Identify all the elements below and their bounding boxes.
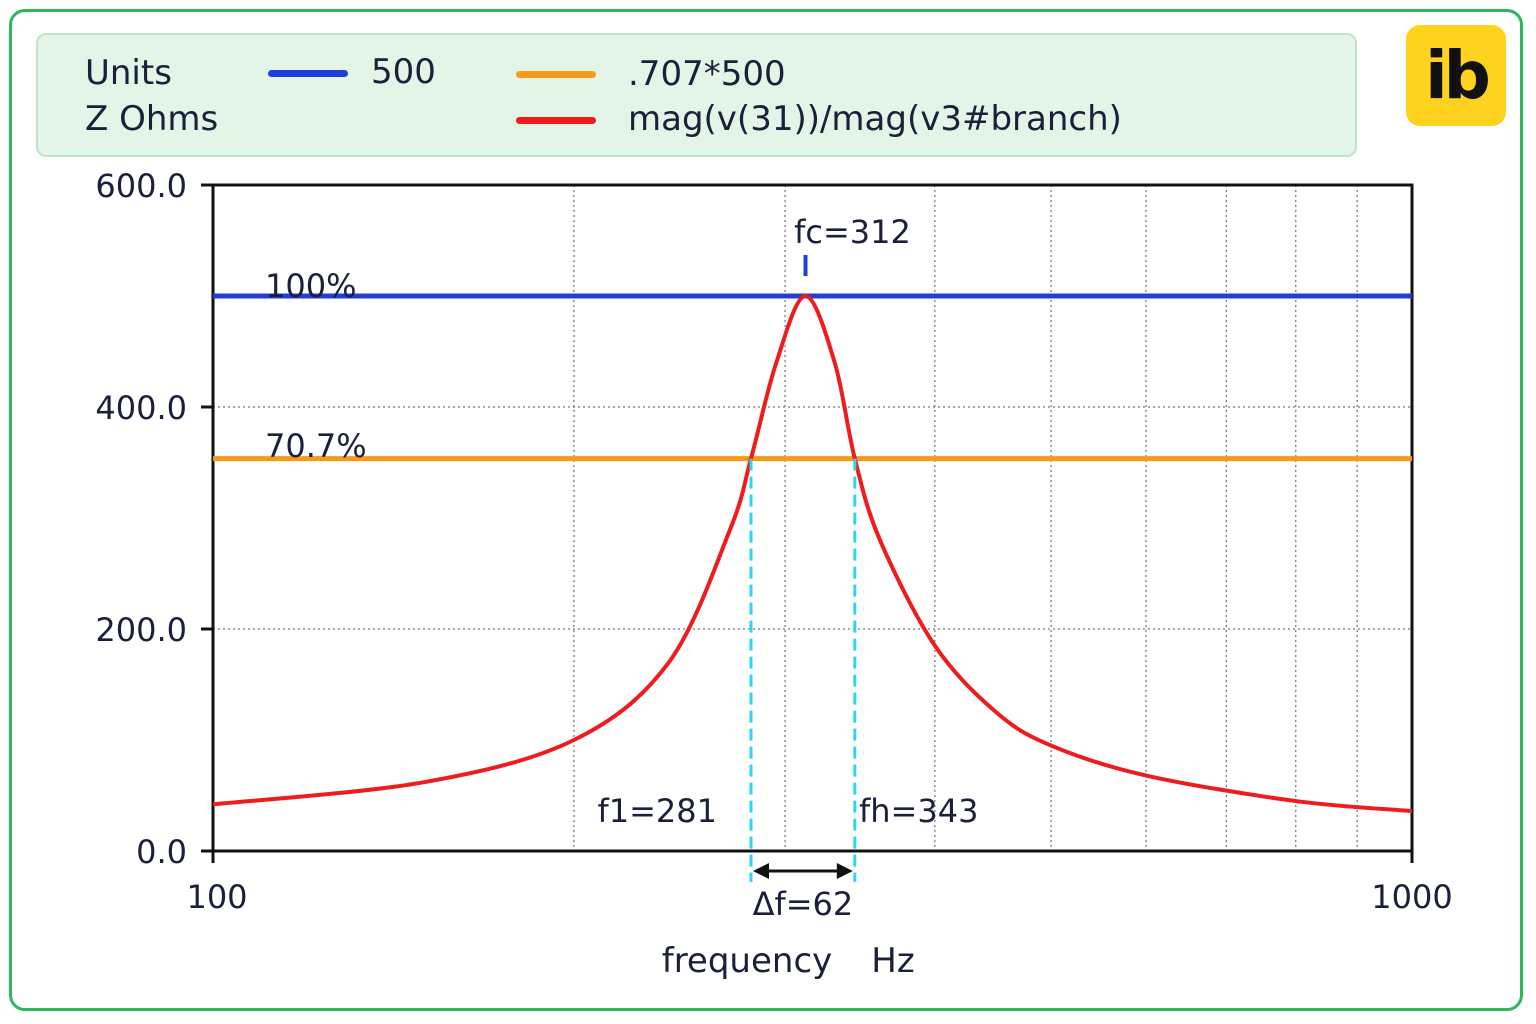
plot-border (211, 183, 1414, 853)
pct100-label: 100% (265, 267, 356, 305)
f1-label: f1=281 (597, 792, 717, 830)
ib-logo: ib (1406, 25, 1506, 126)
x-axis-label: frequency (662, 941, 833, 981)
legend-label-707: .707*500 (628, 54, 786, 94)
pct707-label: 70.7% (265, 427, 367, 465)
y-tick-label: 0.0 (136, 833, 187, 871)
fc-label: fc=312 (794, 213, 911, 251)
outer-frame (9, 9, 1523, 1011)
y-tick-label: 400.0 (95, 389, 187, 427)
x-tick-label: 1000 (1371, 878, 1452, 916)
delta-f-label: Δf=62 (753, 885, 854, 923)
series-mag-curve (212, 293, 1413, 814)
legend-label-500: 500 (371, 52, 436, 92)
legend-units-label: Units (85, 53, 172, 93)
y-tick-label: 600.0 (95, 167, 187, 205)
x-axis-unit: Hz (871, 941, 914, 981)
delta-f-arrowhead-right (836, 863, 853, 879)
delta-f-arrowhead-left (752, 863, 769, 879)
y-tick-label: 200.0 (95, 611, 187, 649)
legend-box: Units Z Ohms 500 .707*500 mag(v(31))/mag… (36, 33, 1357, 157)
legend-swatch-707 (516, 71, 596, 78)
legend-swatch-mag (516, 117, 596, 124)
fh-label: fh=343 (859, 792, 978, 830)
x-tick-label: 100 (186, 878, 247, 916)
legend-swatch-500 (268, 70, 348, 77)
legend-label-mag: mag(v(31))/mag(v3#branch) (628, 99, 1122, 139)
legend-units-value: Z Ohms (85, 99, 219, 139)
